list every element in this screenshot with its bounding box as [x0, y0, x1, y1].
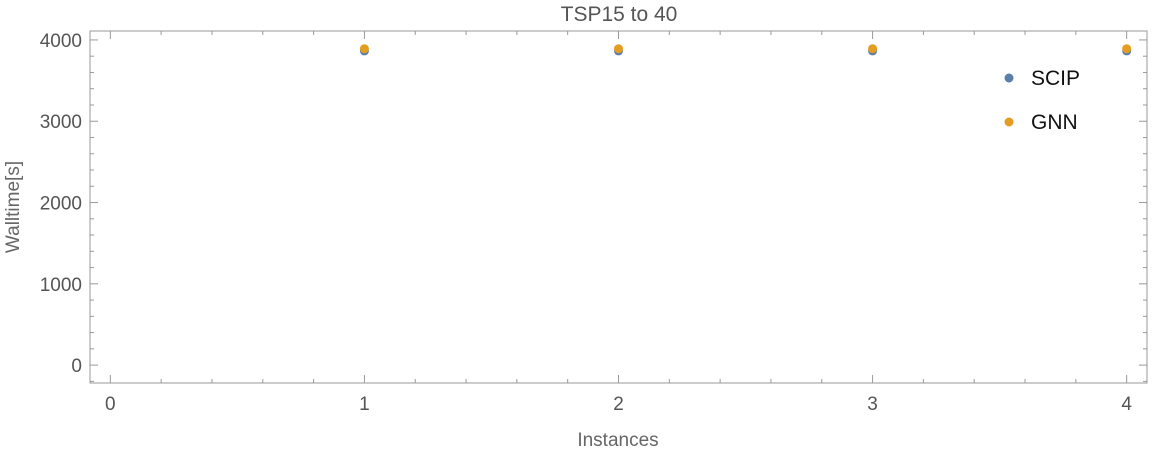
axis-ticks: [90, 31, 1147, 383]
y-tick-label: 3000: [40, 112, 82, 133]
y-tick-label: 0: [71, 356, 82, 377]
gnn-point: [614, 44, 623, 54]
x-tick-label: 2: [613, 394, 624, 415]
legend: SCIP GNN: [1004, 67, 1080, 134]
x-tick-label: 4: [1121, 394, 1132, 415]
gnn-point: [359, 44, 369, 54]
y-axis-label: Walltime[s]: [3, 161, 24, 253]
data-points: [359, 44, 1132, 56]
x-tick-label: 1: [359, 394, 370, 415]
gnn-legend-label: GNN: [1031, 111, 1078, 134]
scip-legend-marker: [1004, 73, 1014, 83]
y-tick-label: 1000: [40, 275, 82, 296]
axis-tick-labels: 0 1 2 3 4 0 1000 2000 3000 4000: [40, 31, 1133, 415]
chart-title: TSP15 to 40: [561, 3, 678, 26]
x-axis-label: Instances: [577, 430, 658, 451]
x-tick-label: 3: [867, 394, 878, 415]
gnn-point: [1122, 44, 1132, 54]
y-tick-label: 4000: [40, 31, 82, 52]
plot-frame: [89, 30, 1148, 384]
gnn-legend-marker: [1004, 117, 1014, 127]
y-tick-label: 2000: [40, 194, 82, 215]
scip-legend-label: SCIP: [1031, 67, 1080, 90]
gnn-point: [868, 44, 878, 54]
x-tick-label: 0: [105, 394, 116, 415]
